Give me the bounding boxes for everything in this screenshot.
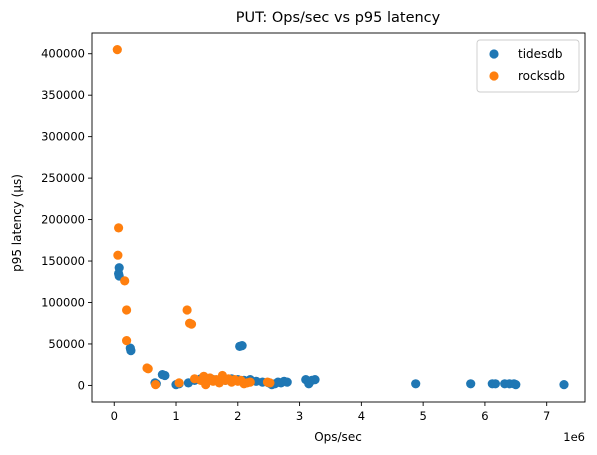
legend: tidesdb rocksdb [476, 39, 580, 93]
x-tick-label: 3 [296, 409, 303, 423]
data-point-tidesdb [559, 380, 569, 390]
data-point-rocksdb [122, 336, 132, 346]
data-point-rocksdb [151, 380, 161, 390]
y-tick-label: 200000 [41, 213, 85, 227]
legend-frame [476, 39, 580, 93]
data-point-tidesdb [310, 375, 320, 385]
data-point-rocksdb [122, 305, 132, 315]
legend-label: tidesdb [518, 47, 563, 61]
y-tick-label: 0 [78, 378, 85, 392]
x-tick-label: 2 [234, 409, 241, 423]
data-point-tidesdb [237, 341, 247, 351]
x-tick-label: 5 [419, 409, 426, 423]
data-point-tidesdb [282, 377, 292, 387]
data-point-tidesdb [126, 346, 136, 356]
y-tick-label: 300000 [41, 130, 85, 144]
points-layer [112, 45, 569, 390]
axes-frame [91, 32, 586, 403]
x-tick-label: 6 [481, 409, 488, 423]
data-point-rocksdb [120, 276, 130, 286]
data-point-tidesdb [411, 379, 421, 389]
data-point-rocksdb [174, 378, 184, 388]
y-tick-label: 350000 [41, 88, 85, 102]
data-point-tidesdb [511, 380, 521, 390]
x-axis-label: Ops/sec [314, 430, 362, 444]
data-point-rocksdb [182, 305, 192, 315]
x-tick-label: 1 [172, 409, 179, 423]
plot-area [92, 33, 585, 402]
data-point-tidesdb [160, 370, 170, 381]
legend-label: rocksdb [518, 69, 565, 83]
data-point-rocksdb [114, 223, 124, 233]
data-point-rocksdb [245, 377, 255, 387]
y-tick-label: 50000 [48, 337, 85, 351]
axes-layer: 0 1 2 3 4 5 6 7 0 50000 100000 150000 200000 250000 30… [41, 32, 586, 423]
x-tick-label: 4 [358, 409, 365, 423]
data-point-rocksdb [201, 380, 211, 390]
legend-marker [489, 71, 499, 81]
chart-title: PUT: Ops/sec vs p95 latency [236, 10, 441, 26]
data-point-rocksdb [143, 364, 153, 374]
plot-background [92, 33, 585, 402]
data-point-rocksdb [265, 378, 275, 388]
x-tick-label: 7 [543, 409, 550, 423]
y-tick-label: 150000 [41, 254, 85, 268]
data-point-tidesdb [490, 379, 500, 389]
x-tick-label: 0 [111, 409, 118, 423]
x-axis-offset-label: 1e6 [563, 430, 585, 444]
y-tick-label: 100000 [41, 295, 85, 309]
data-point-rocksdb [186, 319, 197, 329]
y-tick-label: 250000 [41, 171, 85, 185]
y-tick-label: 400000 [41, 47, 85, 61]
y-axis-label: p95 latency (µs) [10, 174, 24, 272]
data-point-tidesdb [466, 379, 476, 389]
legend-marker [489, 49, 499, 59]
data-point-rocksdb [113, 250, 123, 260]
data-point-rocksdb [112, 45, 122, 55]
